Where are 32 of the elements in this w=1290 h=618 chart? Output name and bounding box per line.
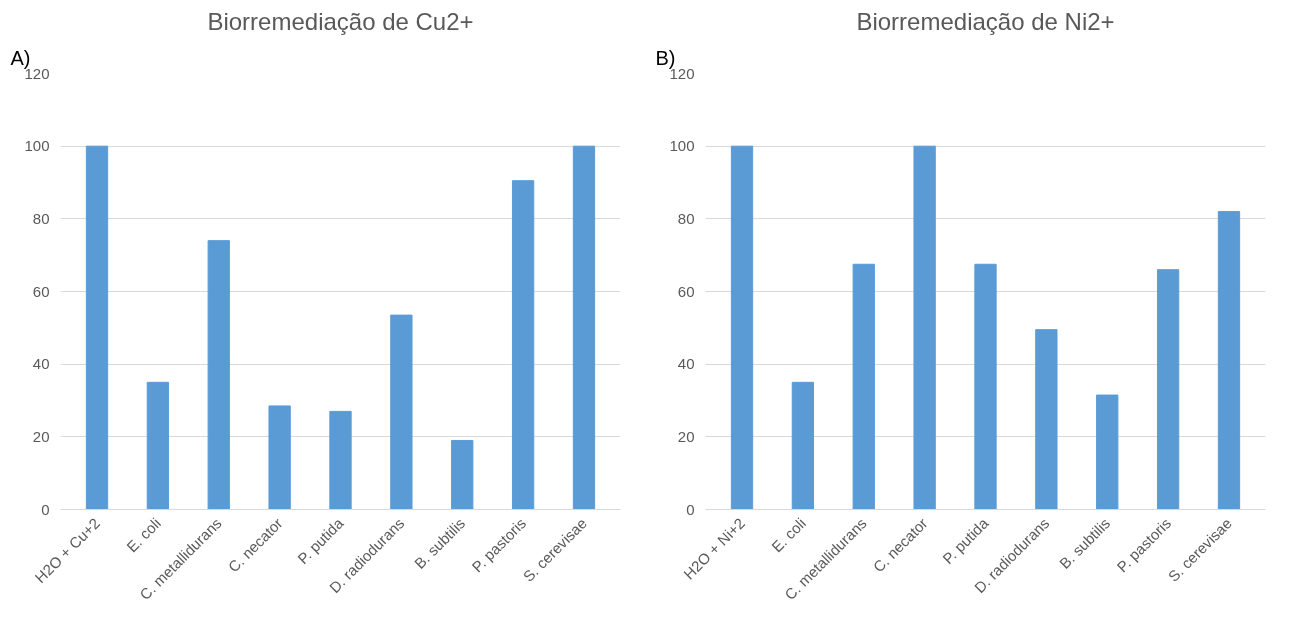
bar xyxy=(268,405,291,510)
y-tick-label: 80 xyxy=(677,209,695,227)
bar xyxy=(390,314,413,510)
bar xyxy=(146,381,170,510)
chart-title: Biorremediação de Ni2+ xyxy=(856,7,1115,35)
bar xyxy=(1217,211,1241,510)
bar xyxy=(791,381,815,510)
bar xyxy=(852,263,875,510)
y-tick-label: 80 xyxy=(32,209,50,227)
bar xyxy=(572,145,596,510)
bar xyxy=(85,145,109,510)
y-tick-label: 20 xyxy=(677,427,695,445)
y-tick-label: 100 xyxy=(669,137,695,155)
bar xyxy=(451,439,474,510)
bar xyxy=(730,145,754,510)
bar xyxy=(207,240,230,510)
chart-title: Biorremediação de Cu2+ xyxy=(207,7,474,35)
y-tick-label: 60 xyxy=(32,282,50,300)
bar xyxy=(1035,329,1058,510)
y-tick-label: 40 xyxy=(677,355,695,373)
y-tick-label: 60 xyxy=(677,282,695,300)
bar xyxy=(1156,269,1180,510)
y-tick-label: 100 xyxy=(24,137,50,155)
bar xyxy=(329,410,352,510)
bar xyxy=(1096,394,1119,510)
bar xyxy=(913,145,936,510)
y-tick-label: 40 xyxy=(32,355,50,373)
y-tick-label: 0 xyxy=(41,500,50,518)
bar xyxy=(511,180,535,510)
y-tick-label: 20 xyxy=(32,427,50,445)
y-tick-label: 0 xyxy=(686,500,695,518)
bar xyxy=(974,263,997,510)
